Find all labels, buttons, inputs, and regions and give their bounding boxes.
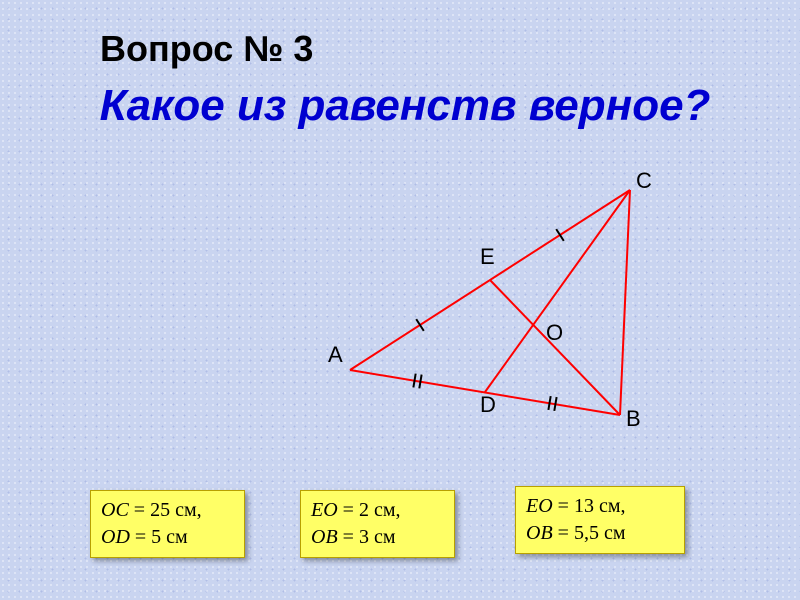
variable-value: = 13 см, (553, 495, 626, 517)
variable-name: EO (526, 495, 553, 517)
variable-name: OD (101, 526, 130, 548)
vertex-label: E (480, 244, 495, 270)
tick-mark (554, 397, 556, 411)
answer-option[interactable]: OC = 25 см,OD = 5 см (90, 490, 245, 558)
variable-value: = 25 см, (129, 499, 202, 521)
tick-mark (548, 396, 550, 410)
question-text: Какое из равенств верное? (95, 82, 715, 130)
vertex-label: B (626, 406, 641, 432)
answer-option[interactable]: EO = 2 см,OB = 3 см (300, 490, 455, 558)
tick-mark (413, 374, 415, 388)
vertex-label: O (546, 320, 563, 346)
edge (485, 190, 630, 392)
diagram-svg (330, 160, 660, 430)
variable-name: EO (311, 499, 338, 521)
variable-value: = 2 см, (338, 499, 401, 521)
variable-name: OB (311, 526, 338, 548)
tick-mark (419, 375, 421, 389)
vertex-label: A (328, 342, 343, 368)
variable-value: = 5,5 см (553, 522, 626, 544)
tick-mark (556, 229, 564, 241)
variable-name: OB (526, 522, 553, 544)
option-line: OD = 5 см (101, 524, 234, 551)
edge (490, 280, 620, 415)
vertex-label: C (636, 168, 652, 194)
option-line: OB = 5,5 см (526, 520, 674, 547)
answer-option[interactable]: EO = 13 см,OB = 5,5 см (515, 486, 685, 554)
tick-mark (416, 319, 424, 331)
option-line: EO = 13 см, (526, 493, 674, 520)
triangle-diagram (330, 160, 660, 430)
edge (620, 190, 630, 415)
vertex-label: D (480, 392, 496, 418)
option-line: OB = 3 см (311, 524, 444, 551)
variable-value: = 3 см (338, 526, 396, 548)
option-line: EO = 2 см, (311, 497, 444, 524)
question-number: Вопрос № 3 (100, 28, 313, 70)
variable-value: = 5 см (130, 526, 188, 548)
variable-name: OC (101, 499, 129, 521)
option-line: OC = 25 см, (101, 497, 234, 524)
